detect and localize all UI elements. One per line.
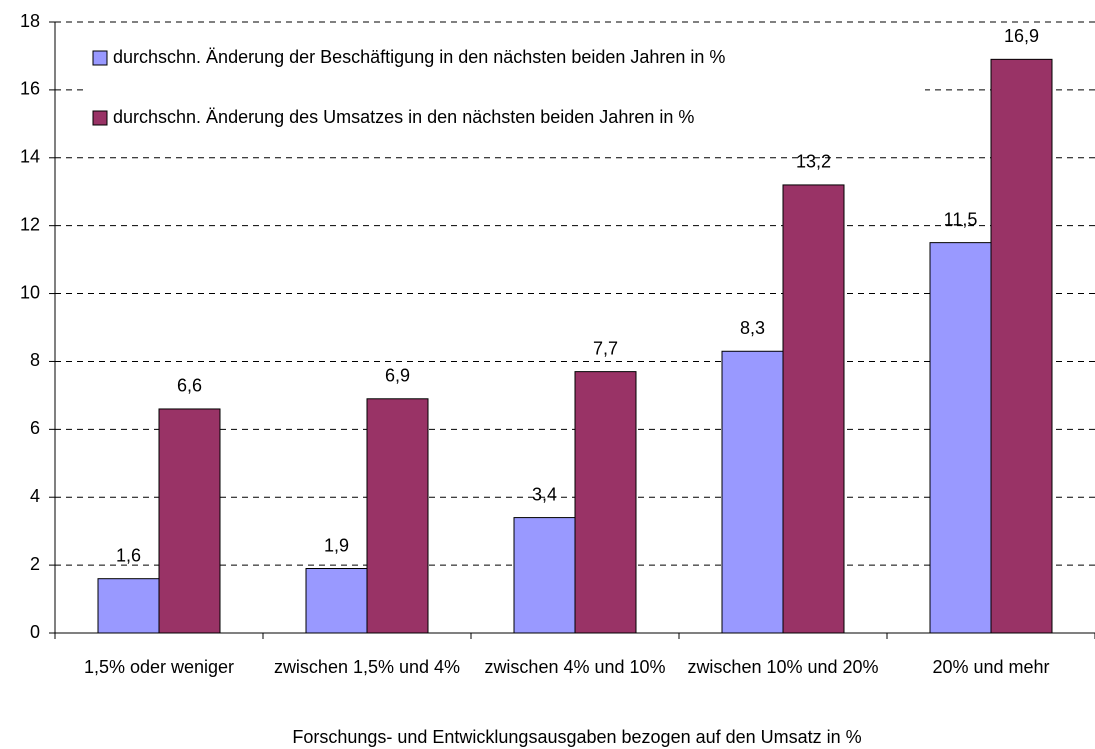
bar: [574, 371, 637, 634]
value-label: 6,9: [385, 366, 410, 386]
x-tick-label: zwischen 10% und 20%: [687, 657, 879, 677]
bar: [782, 184, 845, 634]
bar: [97, 578, 160, 634]
value-label: 1,6: [116, 545, 141, 565]
value-label: 3,4: [532, 484, 557, 504]
y-tick-label: 6: [30, 418, 40, 438]
bar: [513, 517, 576, 634]
y-tick-label: 16: [20, 79, 40, 99]
value-label: 8,3: [740, 318, 765, 338]
x-axis-title: Forschungs- und Entwicklungsausgaben bez…: [292, 727, 861, 747]
y-tick-label: 12: [20, 214, 40, 234]
bar: [990, 58, 1053, 634]
legend-background: [85, 36, 925, 140]
bar: [929, 242, 992, 634]
bar: [158, 408, 221, 634]
legend-label: durchschn. Änderung der Beschäftigung in…: [113, 47, 725, 67]
legend-label: durchschn. Änderung des Umsatzes in den …: [113, 107, 694, 127]
y-tick-label: 0: [30, 622, 40, 642]
value-label: 13,2: [796, 152, 831, 172]
y-tick-label: 2: [30, 554, 40, 574]
y-tick-label: 18: [20, 11, 40, 31]
y-tick-label: 8: [30, 350, 40, 370]
value-label: 1,9: [324, 535, 349, 555]
value-label: 7,7: [593, 338, 618, 358]
legend-swatch: [92, 50, 108, 66]
bar: [721, 350, 784, 634]
y-tick-label: 4: [30, 486, 40, 506]
x-tick-label: 1,5% oder weniger: [83, 657, 235, 677]
bar: [366, 398, 429, 634]
x-tick-label: 20% und mehr: [932, 657, 1050, 677]
x-tick-label: zwischen 1,5% und 4%: [273, 657, 461, 677]
bar: [305, 568, 368, 634]
y-tick-label: 10: [20, 282, 40, 302]
value-label: 16,9: [1004, 26, 1039, 46]
x-tick-label: zwischen 4% und 10%: [484, 657, 666, 677]
value-label: 6,6: [177, 376, 202, 396]
y-tick-label: 14: [20, 147, 40, 167]
value-label: 11,5: [944, 209, 978, 229]
legend-swatch: [92, 110, 108, 126]
